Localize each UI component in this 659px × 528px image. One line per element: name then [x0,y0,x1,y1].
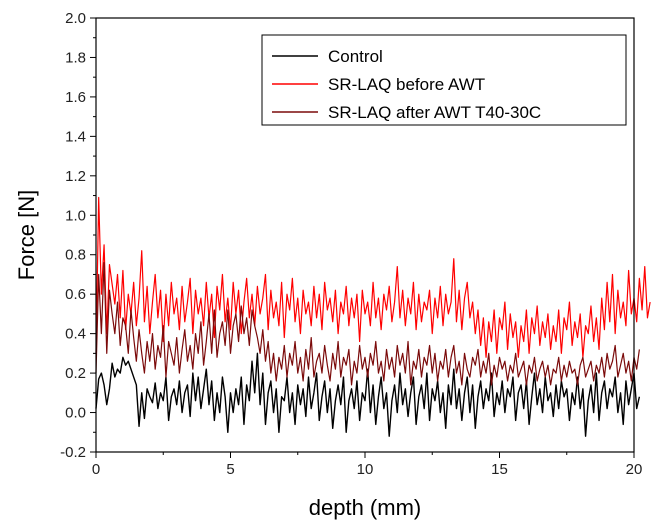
y-tick-label: -0.2 [60,444,86,461]
y-tick-label: 0.8 [65,247,86,264]
series-line-sr-laq-after-awt-t40-30c [95,262,640,386]
y-tick-label: 1.6 [65,89,86,106]
y-axis-title: Force [N] [14,190,39,280]
y-tick-label: 1.8 [65,49,86,66]
y-tick-label: 1.2 [65,168,86,185]
x-tick-label: 5 [226,461,234,478]
y-tick-label: 0.2 [65,365,86,382]
y-tick-label: 1.0 [65,207,86,224]
x-tick-label: 20 [626,461,643,478]
axis-layer: -0.2 0.0 0.2 0.4 0.6 0.8 1.0 1.2 1.4 1.6 1.8 2.0 0 5 1… [60,10,642,478]
legend-label: SR-LAQ after AWT T40-30C [328,103,541,122]
x-tick-label: 10 [357,461,374,478]
legend-label: Control [328,47,383,66]
y-tick-label: 0.4 [65,326,86,343]
legend-box [261,34,627,126]
y-tick-label: 0.0 [65,405,86,422]
legend-label: SR-LAQ before AWT [328,75,485,94]
series-line-sr-laq-before-awt [95,196,651,358]
x-axis-title: depth (mm) [309,495,421,520]
x-tick-label: 15 [491,461,508,478]
y-tick-label: 2.0 [65,10,86,27]
x-tick-label: 0 [92,461,100,478]
series-line-control [95,352,641,437]
y-tick-label: 1.4 [65,128,86,145]
series-layer [95,196,651,437]
y-tick-label: 0.6 [65,286,86,303]
legend: Control SR-LAQ before AWT SR-LAQ after AWT… [261,34,627,126]
